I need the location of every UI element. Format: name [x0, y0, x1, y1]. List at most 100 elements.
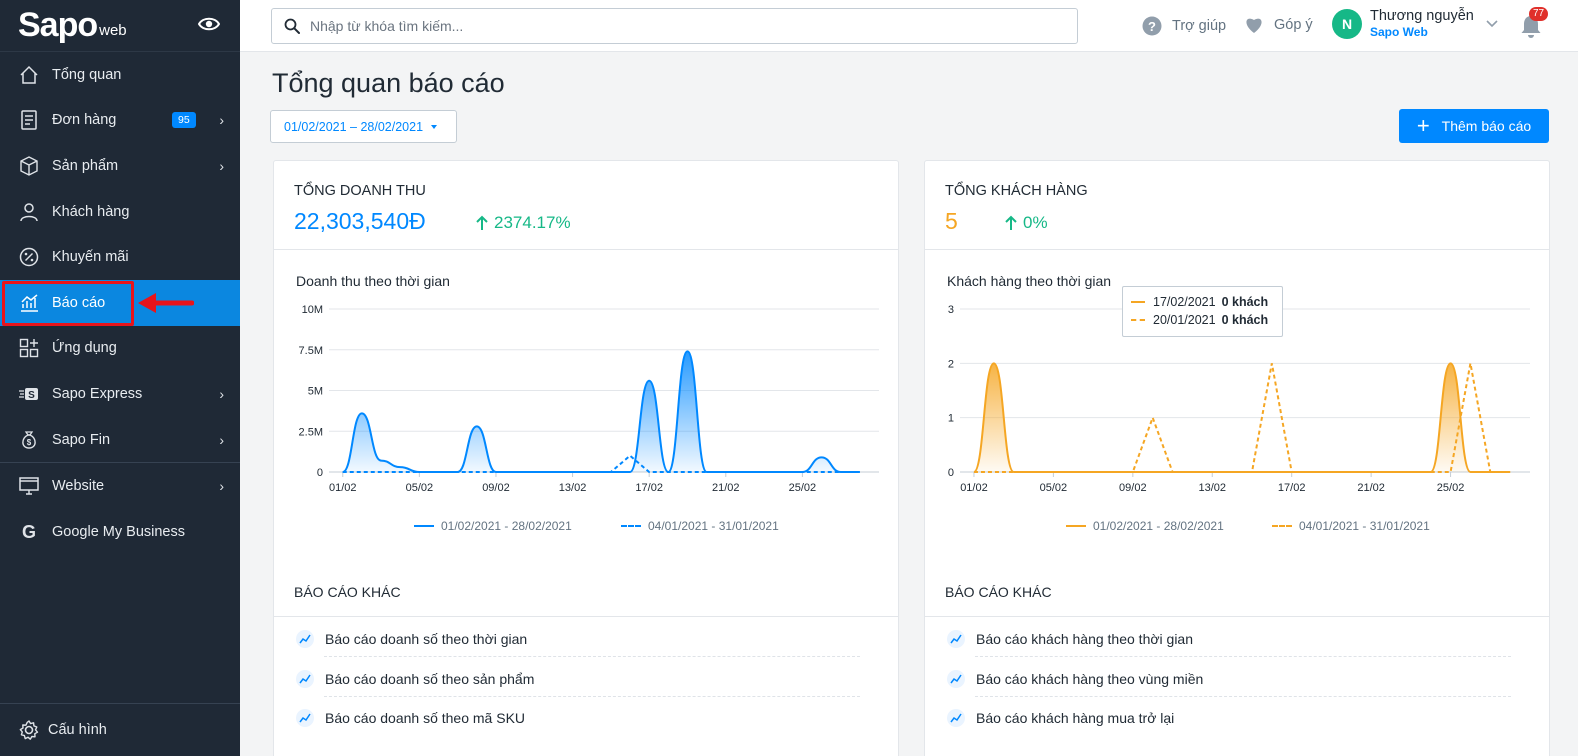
svg-text:S: S	[28, 390, 35, 401]
user-info: Thương nguyễn Sapo Web	[1370, 8, 1474, 40]
x-tick-label: 25/02	[1437, 482, 1465, 494]
y-tick-label: 1	[948, 413, 954, 425]
brand-logo[interactable]: Sapo web	[0, 0, 240, 52]
report-link[interactable]: Báo cáo doanh số theo mã SKU	[296, 698, 860, 738]
report-link[interactable]: Báo cáo khách hàng mua trở lại	[947, 698, 1511, 738]
line-chart-icon	[947, 630, 965, 648]
legend-current[interactable]: 01/02/2021 - 28/02/2021	[414, 519, 572, 533]
feedback-label: Góp ý	[1274, 17, 1313, 33]
x-tick-label: 13/02	[559, 482, 587, 494]
sidebar-item-box[interactable]: Sản phẩm ›	[0, 143, 240, 189]
line-chart-icon	[296, 709, 314, 727]
tooltip-date: 20/01/2021	[1153, 313, 1216, 327]
kpi-value: 5	[945, 208, 958, 234]
sidebar-item-apps[interactable]: Ứng dụng	[0, 326, 240, 372]
y-tick-label: 3	[948, 304, 954, 316]
kpi-change-value: 2374.17%	[494, 213, 571, 232]
tooltip-value: 0 khách	[1221, 295, 1269, 309]
legend-current[interactable]: 01/02/2021 - 28/02/2021	[1066, 519, 1224, 533]
report-label: Báo cáo doanh số theo thời gian	[325, 631, 528, 647]
x-tick-label: 05/02	[1040, 482, 1068, 494]
sidebar-item-label: Cấu hình	[48, 722, 107, 738]
line-chart-icon	[947, 709, 965, 727]
orders-count-badge: 95	[172, 112, 196, 129]
divider	[975, 696, 1511, 697]
sidebar-item-settings[interactable]: Cấu hình	[0, 703, 240, 756]
report-label: Báo cáo doanh số theo mã SKU	[325, 710, 526, 726]
y-tick-label: 5M	[308, 386, 323, 398]
eye-icon[interactable]	[198, 16, 220, 32]
search-icon	[284, 18, 300, 34]
divider	[324, 656, 860, 657]
search-input[interactable]	[310, 9, 1070, 43]
sidebar-item-label: Sapo Fin	[52, 431, 111, 448]
chevron-right-icon: ›	[219, 112, 224, 129]
help-link[interactable]: ? Trợ giúp	[1142, 16, 1226, 36]
divider	[925, 249, 1549, 250]
divider	[324, 696, 860, 697]
tooltip-row: 20/01/2021 0 khách	[1131, 311, 1274, 329]
y-tick-label: 2.5M	[299, 426, 323, 438]
x-tick-label: 05/02	[406, 482, 434, 494]
search-box	[271, 8, 1078, 44]
legend-swatch	[1066, 525, 1086, 527]
legend-label: 01/02/2021 - 28/02/2021	[1093, 519, 1224, 533]
feedback-link[interactable]: Góp ý	[1244, 16, 1313, 34]
apps-icon	[19, 339, 39, 358]
sidebar-item-label: Sapo Express	[52, 385, 143, 402]
chart-title: Khách hàng theo thời gian	[947, 273, 1112, 289]
sidebar-item-discount[interactable]: Khuyến mãi	[0, 234, 240, 280]
chart-icon	[21, 294, 38, 312]
heart-icon	[1246, 18, 1262, 33]
user-icon	[20, 202, 38, 221]
x-tick-label: 17/02	[1278, 482, 1306, 494]
chevron-right-icon: ›	[219, 431, 224, 448]
other-reports-title: BÁO CÁO KHÁC	[294, 584, 401, 600]
sidebar-item-chart[interactable]: Báo cáo	[0, 279, 240, 326]
sidebar-item-express[interactable]: S Sapo Express ›	[0, 371, 240, 417]
arrow-up-icon	[476, 215, 488, 230]
sidebar-item-label: Đơn hàng	[52, 112, 117, 129]
chart-title: Doanh thu theo thời gian	[296, 273, 450, 289]
user-menu[interactable]: N Thương nguyễn Sapo Web	[1332, 8, 1498, 40]
sidebar-separator	[0, 462, 240, 464]
series-line-current	[342, 350, 860, 474]
legend-previous[interactable]: 04/01/2021 - 31/01/2021	[621, 519, 779, 533]
divider	[975, 656, 1511, 657]
kpi-change: 2374.17%	[476, 213, 571, 233]
help-label: Trợ giúp	[1172, 18, 1227, 34]
sidebar-item-money-bag[interactable]: $ Sapo Fin ›	[0, 417, 240, 463]
sidebar-item-orders[interactable]: Đơn hàng 95 ›	[0, 98, 240, 144]
line-chart-icon	[296, 670, 314, 688]
sidebar-nav: Tổng quan Đơn hàng 95 › Sản phẩm › Khách hàng K…	[0, 52, 240, 555]
report-link[interactable]: Báo cáo khách hàng theo thời gian	[947, 619, 1511, 659]
sidebar-item-user[interactable]: Khách hàng	[0, 189, 240, 235]
series-line-previous	[973, 363, 1511, 473]
x-tick-label: 25/02	[789, 482, 817, 494]
page-scrollbar[interactable]	[1566, 52, 1578, 756]
arrow-up-icon	[1005, 215, 1017, 230]
sidebar-item-label: Tổng quan	[52, 66, 122, 83]
svg-text:G: G	[22, 522, 36, 542]
report-link[interactable]: Báo cáo doanh số theo sản phẩm	[296, 659, 860, 699]
y-tick-label: 0	[948, 467, 954, 479]
notification-badge: 77	[1529, 7, 1549, 21]
chevron-right-icon: ›	[219, 478, 224, 495]
revenue-chart: 0 2.5M 5M 7.5M 10M 01/02 05/02 09/02 13/02 17/02 2…	[299, 304, 879, 494]
add-report-button[interactable]: + Thêm báo cáo	[1399, 109, 1549, 143]
sidebar-item-home[interactable]: Tổng quan	[0, 52, 240, 98]
tooltip-swatch	[1131, 319, 1145, 321]
sidebar-item-website[interactable]: Website ›	[0, 463, 240, 509]
add-report-label: Thêm báo cáo	[1441, 118, 1532, 134]
sidebar-item-label: Khuyến mãi	[52, 249, 129, 266]
report-link[interactable]: Báo cáo doanh số theo thời gian	[296, 619, 860, 659]
x-tick-label: 21/02	[1357, 482, 1385, 494]
sidebar-item-label: Google My Business	[52, 523, 185, 540]
report-link[interactable]: Báo cáo khách hàng theo vùng miền	[947, 659, 1511, 699]
date-range-picker[interactable]: 01/02/2021 – 28/02/2021	[270, 110, 457, 143]
line-chart-icon	[296, 630, 314, 648]
legend-previous[interactable]: 04/01/2021 - 31/01/2021	[1272, 519, 1430, 533]
series-area	[973, 363, 1511, 472]
svg-text:$: $	[27, 438, 32, 447]
sidebar-item-google[interactable]: G Google My Business	[0, 509, 240, 555]
